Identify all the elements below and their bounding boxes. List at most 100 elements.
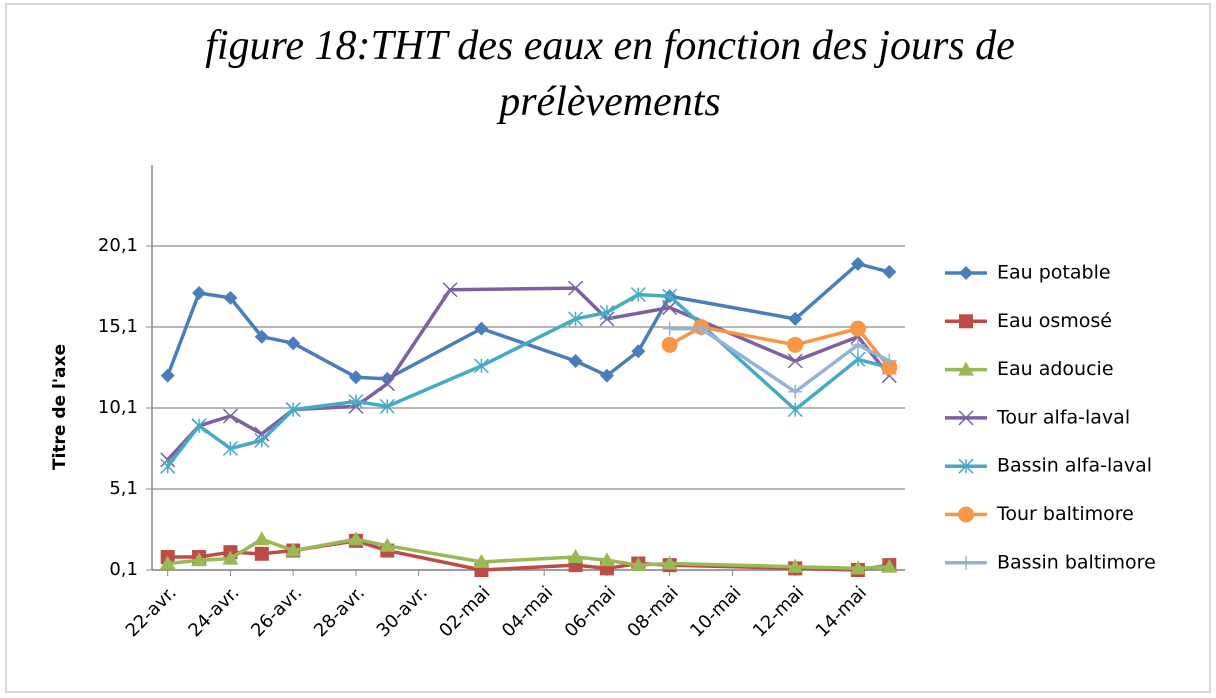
- marker: [630, 557, 647, 572]
- x-tick-label: 26-avr.: [247, 582, 306, 641]
- marker-shape: [160, 458, 176, 474]
- marker-shape: [959, 266, 973, 280]
- marker: [285, 542, 302, 557]
- chart-title: figure 18:THT des eaux en fonction des j…: [205, 23, 1015, 125]
- marker: [599, 368, 614, 383]
- marker-shape: [661, 336, 678, 353]
- marker-shape: [568, 280, 584, 296]
- marker: [223, 290, 238, 305]
- y-tick-label: 20,1: [98, 235, 138, 256]
- marker: [348, 370, 363, 385]
- marker: [473, 358, 489, 374]
- marker-shape: [253, 531, 270, 546]
- marker-shape: [849, 560, 866, 575]
- marker: [787, 353, 803, 369]
- marker: [958, 410, 974, 426]
- y-axis-label: Titre de l'axe: [50, 344, 70, 470]
- marker: [599, 304, 615, 320]
- x-tick-label: 28-avr.: [310, 582, 369, 641]
- legend-label: Eau osmosé: [997, 310, 1112, 332]
- marker-shape: [348, 370, 363, 385]
- y-tick-label: 15,1: [98, 316, 138, 337]
- marker-shape: [850, 256, 865, 271]
- marker: [882, 264, 897, 279]
- marker: [849, 560, 866, 575]
- marker: [474, 321, 489, 336]
- marker-shape: [568, 354, 583, 369]
- legend-label: Eau potable: [997, 262, 1111, 284]
- marker-shape: [223, 290, 238, 305]
- marker: [959, 314, 973, 329]
- marker-shape: [192, 285, 207, 300]
- marker: [254, 329, 269, 344]
- marker-shape: [254, 546, 269, 561]
- x-tick-label: 02-mai: [435, 582, 494, 641]
- x-tick-label: 22-avr.: [122, 582, 181, 641]
- marker-shape: [958, 506, 974, 523]
- legend-item: Eau potable: [945, 262, 1111, 284]
- legend-item: Eau osmosé: [945, 310, 1112, 332]
- marker: [661, 555, 678, 570]
- marker-shape: [958, 458, 974, 474]
- marker-shape: [630, 557, 647, 572]
- marker-shape: [598, 552, 615, 567]
- marker: [598, 552, 615, 567]
- x-tick-label: 30-avr.: [373, 582, 432, 641]
- marker: [568, 280, 584, 296]
- marker-shape: [347, 531, 364, 546]
- x-tick-label: 12-mai: [749, 582, 808, 641]
- legend-item: Tour alfa-laval: [945, 406, 1130, 428]
- legend-item: Bassin alfa-laval: [945, 455, 1152, 477]
- marker-shape: [958, 410, 974, 426]
- marker: [222, 440, 238, 457]
- marker-shape: [959, 555, 973, 570]
- marker-shape: [159, 555, 176, 570]
- marker-shape: [254, 432, 270, 448]
- marker-shape: [850, 337, 865, 352]
- marker: [850, 351, 866, 367]
- marker-shape: [599, 368, 614, 383]
- marker: [958, 361, 974, 376]
- marker-shape: [787, 558, 804, 573]
- y-tick-label: 5,1: [109, 478, 138, 499]
- marker: [347, 531, 364, 546]
- marker: [849, 320, 866, 337]
- legend-item: Bassin baltimore: [945, 551, 1156, 573]
- marker: [348, 393, 364, 410]
- marker-shape: [788, 311, 803, 326]
- series-line: [166, 262, 890, 381]
- marker: [254, 432, 270, 448]
- marker: [958, 506, 974, 523]
- marker: [222, 408, 238, 424]
- marker: [959, 266, 973, 280]
- marker-shape: [959, 314, 973, 329]
- marker: [192, 285, 207, 300]
- marker: [788, 384, 803, 399]
- marker: [191, 552, 208, 567]
- marker: [473, 553, 490, 568]
- marker: [787, 558, 804, 573]
- marker: [379, 398, 395, 414]
- legend-label: Eau adoucie: [997, 358, 1114, 380]
- marker: [379, 376, 395, 392]
- marker: [442, 282, 458, 298]
- x-tick-label: 10-mai: [686, 582, 745, 641]
- marker-shape: [662, 321, 677, 336]
- marker-shape: [222, 440, 238, 457]
- marker-shape: [568, 311, 584, 327]
- legend-label: Tour baltimore: [996, 503, 1134, 525]
- marker: [787, 336, 804, 353]
- marker-shape: [787, 402, 803, 418]
- marker: [222, 550, 239, 565]
- marker: [379, 537, 396, 552]
- marker-shape: [567, 549, 584, 564]
- marker-shape: [442, 282, 458, 298]
- marker-shape: [285, 542, 302, 557]
- marker-shape: [694, 321, 709, 336]
- marker: [568, 354, 583, 369]
- x-tick-label: 24-avr.: [184, 582, 243, 641]
- series-line: [166, 286, 891, 462]
- marker: [630, 287, 646, 303]
- marker: [882, 354, 897, 369]
